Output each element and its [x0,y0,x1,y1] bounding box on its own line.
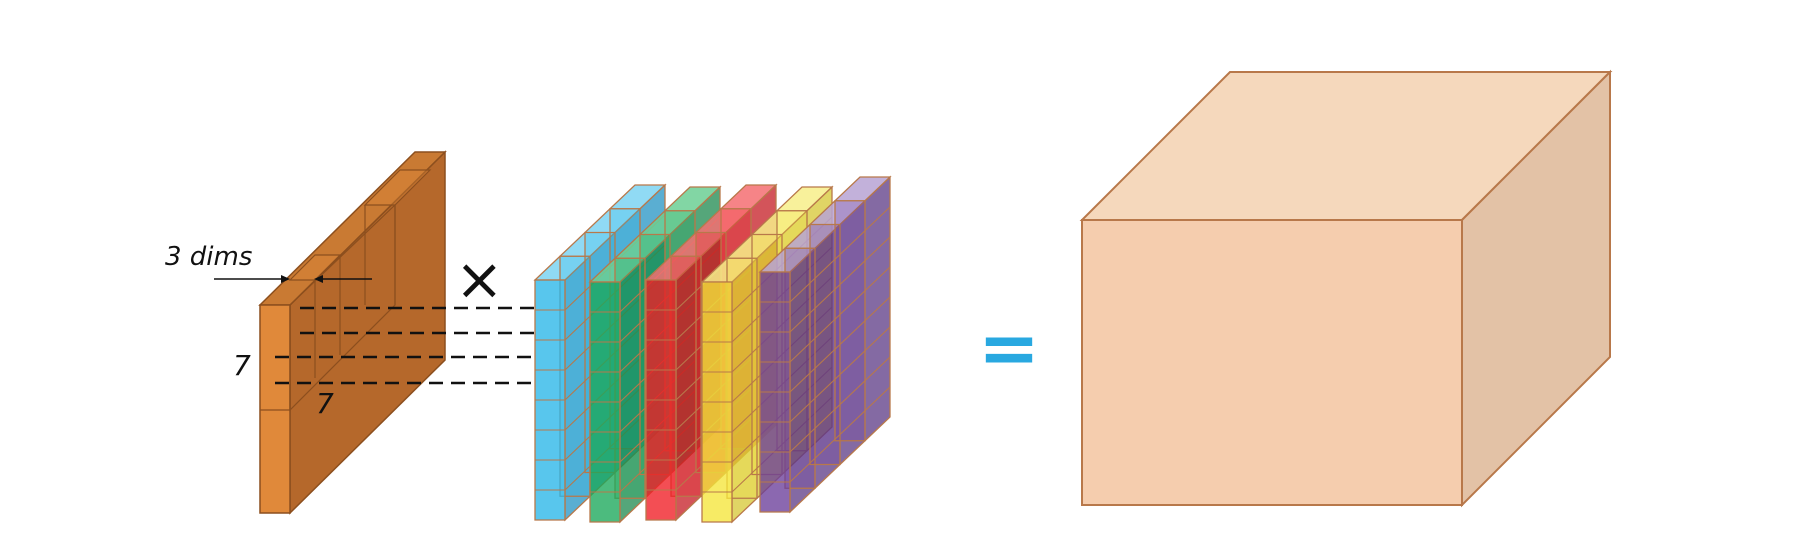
dims-arrow-right-head [314,275,323,283]
output-cube-front [1081,219,1463,506]
dims-arrow-left-head [281,275,290,283]
width-label: 7 [316,387,334,420]
times-operator: × [455,245,504,313]
output-cube [1079,69,1613,508]
kernels-stack [533,175,892,524]
filter-slab-grid [260,380,291,411]
projection-lines [275,306,536,385]
height-label: 7 [233,349,251,382]
filter-slab-top-cell-2 [288,254,342,281]
dims-label: 3 dims [165,242,252,272]
filter-slab-front [259,304,291,514]
equals-operator: = [978,305,1040,391]
filter-slab-top-cell [363,169,432,206]
dims-arrows [214,275,372,283]
